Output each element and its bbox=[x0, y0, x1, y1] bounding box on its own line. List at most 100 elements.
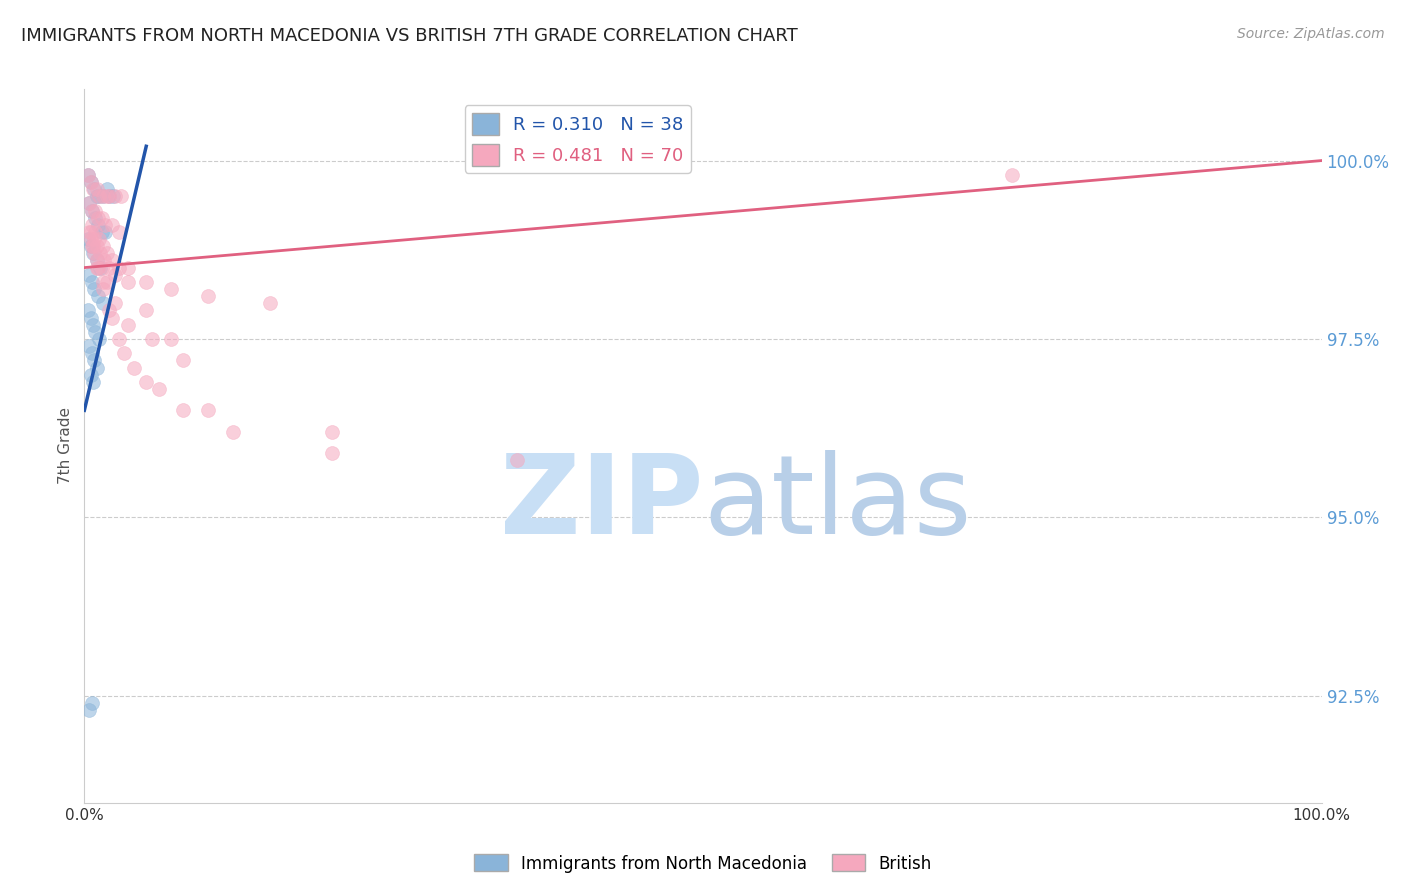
Text: Source: ZipAtlas.com: Source: ZipAtlas.com bbox=[1237, 27, 1385, 41]
Point bbox=[83, 232, 105, 246]
Point bbox=[197, 403, 219, 417]
Point bbox=[104, 189, 127, 203]
Point bbox=[79, 196, 101, 211]
Point bbox=[112, 346, 135, 360]
Point bbox=[172, 403, 194, 417]
Point bbox=[197, 289, 219, 303]
Point bbox=[135, 275, 157, 289]
Point bbox=[86, 182, 108, 196]
Point bbox=[82, 318, 104, 332]
Point bbox=[89, 189, 111, 203]
Point bbox=[1001, 168, 1024, 182]
Text: atlas: atlas bbox=[703, 450, 972, 557]
Point bbox=[80, 239, 103, 253]
Point bbox=[91, 296, 114, 310]
Point bbox=[77, 303, 100, 318]
Point bbox=[91, 189, 114, 203]
Point bbox=[87, 218, 110, 232]
Point bbox=[84, 325, 107, 339]
Point bbox=[321, 425, 343, 439]
Point bbox=[82, 375, 104, 389]
Point bbox=[100, 253, 122, 268]
Point bbox=[108, 225, 131, 239]
Point bbox=[89, 260, 111, 275]
Point bbox=[79, 232, 101, 246]
Point bbox=[101, 189, 124, 203]
Point bbox=[89, 332, 111, 346]
Point bbox=[84, 211, 107, 225]
Point bbox=[91, 239, 114, 253]
Point bbox=[93, 253, 115, 268]
Point bbox=[79, 225, 101, 239]
Point bbox=[141, 332, 163, 346]
Point bbox=[86, 260, 108, 275]
Point bbox=[90, 260, 112, 275]
Point bbox=[148, 382, 170, 396]
Point bbox=[321, 446, 343, 460]
Point bbox=[91, 282, 114, 296]
Point bbox=[79, 368, 101, 382]
Point bbox=[89, 232, 111, 246]
Point bbox=[83, 182, 105, 196]
Point bbox=[86, 189, 108, 203]
Point bbox=[110, 189, 132, 203]
Point bbox=[79, 310, 101, 325]
Point bbox=[100, 218, 122, 232]
Point bbox=[122, 360, 145, 375]
Point bbox=[96, 246, 118, 260]
Point bbox=[91, 189, 114, 203]
Point bbox=[91, 275, 114, 289]
Point bbox=[80, 218, 103, 232]
Point bbox=[259, 296, 281, 310]
Point bbox=[82, 182, 104, 196]
Point bbox=[89, 189, 111, 203]
Point bbox=[117, 260, 139, 275]
Point bbox=[80, 696, 103, 710]
Point bbox=[77, 232, 100, 246]
Point bbox=[80, 203, 103, 218]
Point bbox=[80, 346, 103, 360]
Point bbox=[79, 339, 101, 353]
Legend: Immigrants from North Macedonia, British: Immigrants from North Macedonia, British bbox=[468, 847, 938, 880]
Point bbox=[83, 282, 105, 296]
Point bbox=[90, 211, 112, 225]
Point bbox=[86, 253, 108, 268]
Point bbox=[98, 189, 121, 203]
Point bbox=[108, 332, 131, 346]
Point bbox=[117, 275, 139, 289]
Point bbox=[117, 318, 139, 332]
Point bbox=[80, 203, 103, 218]
Point bbox=[96, 275, 118, 289]
Point bbox=[77, 168, 100, 182]
Point bbox=[172, 353, 194, 368]
Text: IMMIGRANTS FROM NORTH MACEDONIA VS BRITISH 7TH GRADE CORRELATION CHART: IMMIGRANTS FROM NORTH MACEDONIA VS BRITI… bbox=[21, 27, 797, 45]
Point bbox=[86, 360, 108, 375]
Point bbox=[94, 225, 117, 239]
Point bbox=[79, 703, 101, 717]
Point bbox=[100, 310, 122, 325]
Point bbox=[79, 196, 101, 211]
Point bbox=[98, 303, 121, 318]
Point bbox=[87, 260, 110, 275]
Point bbox=[79, 268, 101, 282]
Point bbox=[96, 182, 118, 196]
Point bbox=[77, 168, 100, 182]
Point bbox=[79, 175, 101, 189]
Point bbox=[84, 225, 107, 239]
Point bbox=[87, 289, 110, 303]
Point bbox=[79, 175, 101, 189]
Point bbox=[82, 239, 104, 253]
Point bbox=[83, 246, 105, 260]
Point bbox=[79, 225, 101, 239]
Point bbox=[82, 246, 104, 260]
Text: ZIP: ZIP bbox=[499, 450, 703, 557]
Point bbox=[160, 282, 183, 296]
Point bbox=[89, 246, 111, 260]
Point bbox=[135, 375, 157, 389]
Point bbox=[90, 225, 112, 239]
Point bbox=[160, 332, 183, 346]
Point bbox=[98, 189, 121, 203]
Point bbox=[84, 203, 107, 218]
Y-axis label: 7th Grade: 7th Grade bbox=[58, 408, 73, 484]
Legend: R = 0.310   N = 38, R = 0.481   N = 70: R = 0.310 N = 38, R = 0.481 N = 70 bbox=[464, 105, 690, 173]
